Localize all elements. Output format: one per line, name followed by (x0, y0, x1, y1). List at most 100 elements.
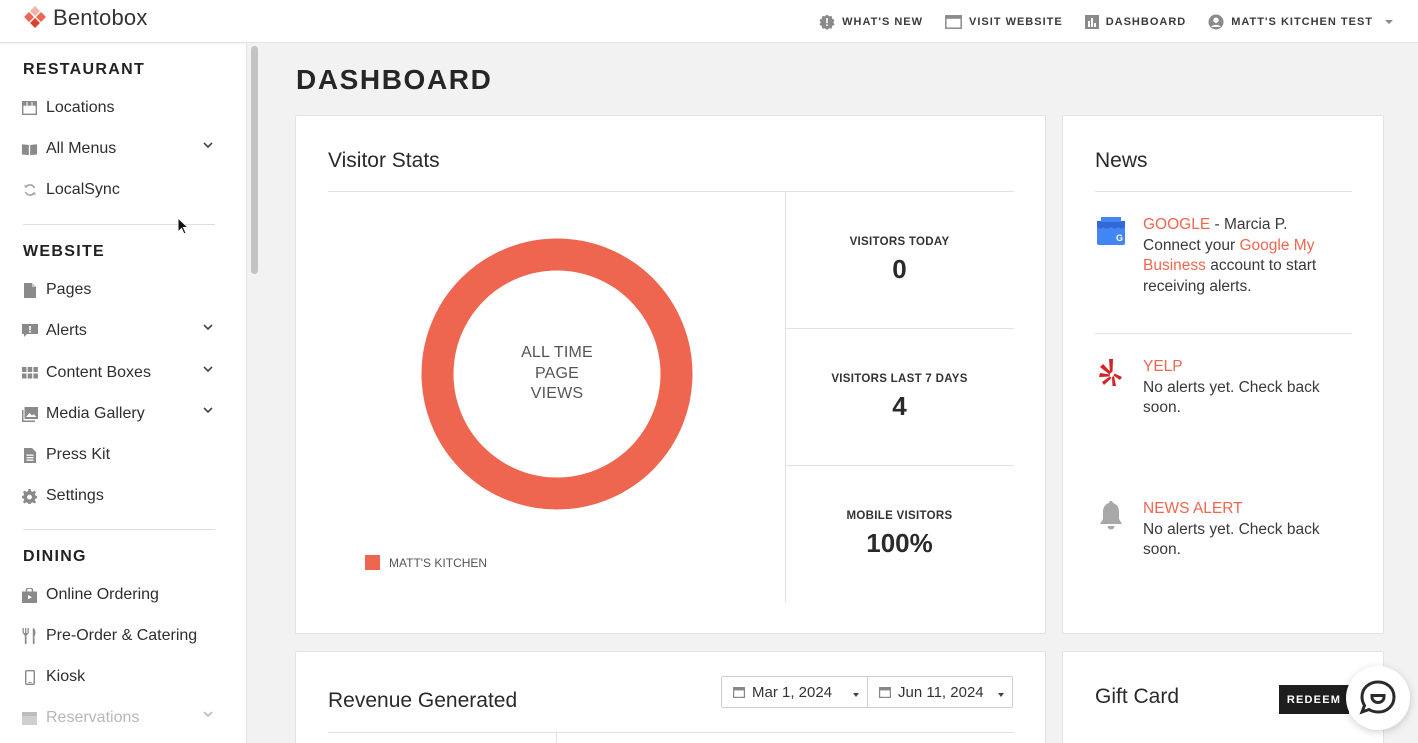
grid-icon (21, 365, 38, 382)
mouse-cursor-icon (177, 217, 189, 235)
alert-icon (21, 323, 38, 340)
sidebar-item-label: Pages (46, 281, 92, 298)
news-source[interactable]: YELP (1143, 358, 1183, 375)
stat-value: 100% (866, 528, 933, 558)
sidebar-item-content-boxes[interactable]: Content Boxes (21, 360, 221, 386)
sidebar-item-label: Locations (46, 99, 115, 116)
stat-label: VISITORS LAST 7 DAYS (831, 373, 968, 385)
yelp-icon (1099, 359, 1122, 386)
gift-card-title: Gift Card (1095, 685, 1180, 708)
news-text: GOOGLE - Marcia P. Connect your Google M… (1143, 215, 1355, 297)
dashboard-link[interactable]: DASHBOARD (1084, 14, 1187, 29)
chevron-down-icon[interactable] (203, 407, 213, 414)
legend-label: MATT'S KITCHEN (389, 555, 488, 570)
divider (556, 733, 557, 743)
brand-logo[interactable]: Bentobox (23, 5, 148, 31)
sidebar-item-online-ordering[interactable]: Online Ordering (21, 582, 221, 608)
page-views-donut-chart[interactable] (421, 238, 693, 510)
redeem-button[interactable]: REDEEM (1279, 685, 1349, 714)
sidebar-item-alerts[interactable]: Alerts (21, 318, 221, 344)
sidebar-item-label: Content Boxes (46, 364, 151, 381)
legend-swatch (365, 555, 380, 570)
sidebar-item-media-gallery[interactable]: Media Gallery (21, 401, 221, 427)
sidebar-item-settings[interactable]: Settings (21, 483, 221, 509)
sidebar-divider (23, 529, 215, 530)
chart-legend[interactable]: MATT'S KITCHEN (365, 555, 487, 570)
sync-icon (21, 182, 38, 199)
donut-label-line: VIEWS (530, 385, 584, 402)
whats-new-label: WHAT'S NEW (842, 15, 924, 28)
stat-visitors-last-7-days: VISITORS LAST 7 DAYS 4 (786, 373, 1013, 422)
sidebar-item-label: All Menus (46, 140, 117, 157)
end-date-value: Jun 11, 2024 (898, 683, 984, 701)
sidebar-item-label: Media Gallery (46, 405, 145, 422)
news-source[interactable]: GOOGLE (1143, 216, 1211, 233)
end-date-picker[interactable]: Jun 11, 2024 (867, 677, 1012, 707)
news-body: Connect your (1143, 236, 1240, 254)
date-range-picker: Mar 1, 2024 Jun 11, 2024 (721, 676, 1013, 708)
sidebar-item-label: Alerts (46, 322, 87, 339)
start-date-value: Mar 1, 2024 (752, 683, 833, 701)
google-my-business-link[interactable]: Google My Business (1143, 236, 1315, 275)
sidebar-item-all-menus[interactable]: All Menus (21, 136, 221, 162)
calendar-icon (879, 687, 891, 698)
sidebar-item-pre-order-catering[interactable]: Pre-Order & Catering (21, 623, 221, 649)
storefront-icon (21, 100, 38, 117)
bentobox-logo-icon (24, 6, 46, 28)
sidebar-item-kiosk[interactable]: Kiosk (21, 664, 221, 690)
stat-value: 4 (892, 391, 907, 421)
sidebar-item-reservations[interactable]: Reservations (21, 705, 221, 731)
stat-mobile-visitors: MOBILE VISITORS 100% (786, 510, 1013, 559)
sidebar-scrollbar-thumb[interactable] (251, 46, 258, 274)
news-author: - Marcia P. (1210, 216, 1288, 233)
caret-down-icon (1385, 19, 1393, 24)
stat-label: MOBILE VISITORS (846, 510, 953, 522)
divider (785, 192, 786, 602)
news-text: YELP No alerts yet. Check back soon. (1143, 357, 1355, 419)
divider (328, 732, 1014, 733)
visitor-stats-title: Visitor Stats (328, 149, 440, 172)
account-label: MATT'S KITCHEN TEST (1231, 15, 1373, 28)
document-icon (21, 447, 38, 464)
sidebar: RESTAURANT Locations All Menus LocalSync… (0, 44, 247, 743)
chat-support-button[interactable] (1346, 666, 1410, 730)
sidebar-scrollbar[interactable] (247, 44, 262, 743)
news-text: NEWS ALERT No alerts yet. Check back soo… (1143, 499, 1355, 561)
sidebar-item-label: LocalSync (46, 181, 120, 198)
news-body: account to start receiving alerts. (1143, 257, 1317, 295)
sidebar-item-localsync[interactable]: LocalSync (21, 177, 221, 203)
start-date-picker[interactable]: Mar 1, 2024 (722, 677, 867, 707)
chevron-down-icon[interactable] (203, 711, 213, 718)
news-title: News (1095, 149, 1148, 172)
google-my-business-icon: G (1097, 217, 1125, 245)
chevron-down-icon[interactable] (203, 142, 213, 149)
calendar-icon (733, 687, 745, 698)
donut-label-line: PAGE (534, 364, 580, 382)
utensils-icon (21, 628, 38, 645)
stat-label: VISITORS TODAY (849, 236, 950, 248)
divider (786, 328, 1014, 329)
menu-book-icon (21, 141, 38, 158)
sidebar-item-pages[interactable]: Pages (21, 277, 221, 303)
account-menu[interactable]: MATT'S KITCHEN TEST (1208, 14, 1394, 30)
whats-new-link[interactable]: WHAT'S NEW (819, 14, 923, 30)
gear-icon (21, 488, 38, 505)
page-title: DASHBOARD (296, 64, 493, 95)
sidebar-item-label: Reservations (46, 709, 140, 726)
donut-label-line: ALL TIME (521, 344, 593, 361)
visit-website-link[interactable]: VISIT WEBSITE (945, 14, 1063, 29)
donut-segment-matts-kitchen[interactable] (421, 238, 693, 510)
chevron-down-icon[interactable] (203, 366, 213, 373)
sidebar-item-label: Settings (46, 487, 104, 504)
chevron-down-icon[interactable] (203, 324, 213, 331)
divider (1095, 333, 1352, 334)
stat-visitors-today: VISITORS TODAY 0 (786, 236, 1013, 285)
tablet-icon (21, 669, 38, 686)
sidebar-item-locations[interactable]: Locations (21, 95, 221, 121)
revenue-title: Revenue Generated (328, 689, 518, 712)
caret-down-icon (998, 693, 1004, 697)
news-source[interactable]: NEWS ALERT (1143, 500, 1243, 517)
sidebar-item-press-kit[interactable]: Press Kit (21, 442, 221, 468)
bell-icon (1100, 501, 1122, 530)
dashboard-label: DASHBOARD (1105, 15, 1187, 28)
